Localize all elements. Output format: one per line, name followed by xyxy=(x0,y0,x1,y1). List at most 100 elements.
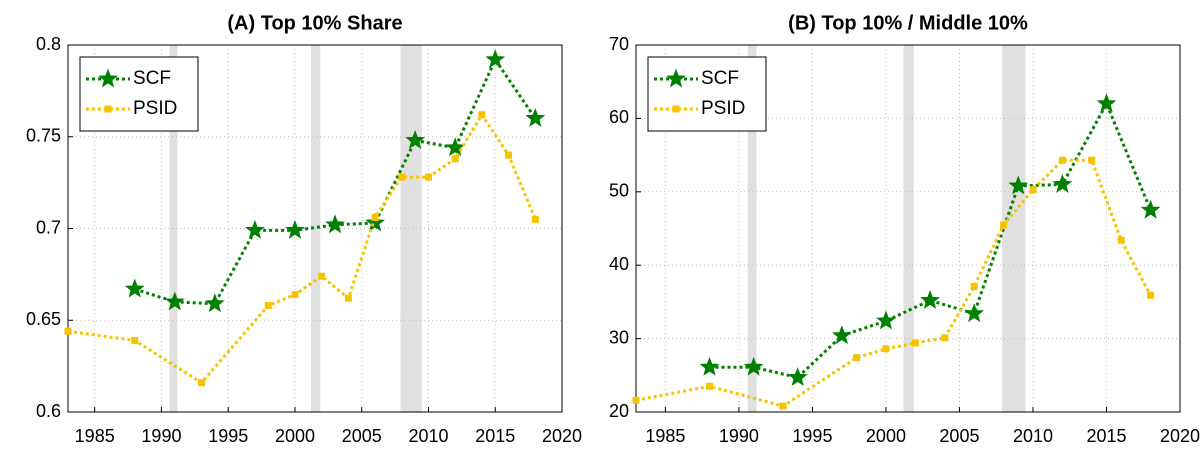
x-tick-label: 2015 xyxy=(1086,426,1126,446)
legend-marker xyxy=(672,105,680,113)
data-point xyxy=(941,334,949,342)
recession-band xyxy=(310,45,321,412)
data-point xyxy=(198,379,206,387)
legend-label: PSID xyxy=(133,98,177,119)
data-point xyxy=(1096,93,1117,113)
y-tick-label: 0.65 xyxy=(26,309,61,329)
recession-band xyxy=(903,45,914,412)
data-point xyxy=(124,278,145,298)
y-tick-label: 60 xyxy=(609,107,629,127)
chart-title: (A) Top 10% Share xyxy=(227,12,402,34)
y-tick-label: 0.75 xyxy=(26,126,61,146)
data-point xyxy=(478,111,486,119)
plot-frame xyxy=(67,44,563,413)
data-point xyxy=(424,173,432,181)
data-point xyxy=(1088,156,1096,164)
x-tick-label: 1985 xyxy=(645,426,685,446)
data-point xyxy=(1008,175,1029,195)
data-point xyxy=(920,290,940,309)
data-point xyxy=(451,155,459,163)
data-point xyxy=(706,382,714,390)
recession-band xyxy=(747,45,757,412)
data-point xyxy=(699,356,720,376)
data-point xyxy=(1052,174,1073,193)
data-point xyxy=(964,303,985,323)
data-point xyxy=(344,294,352,302)
x-tick-label: 2005 xyxy=(342,426,382,446)
legend-label: SCF xyxy=(701,68,739,89)
data-point xyxy=(853,354,861,362)
y-tick-label: 70 xyxy=(609,34,629,54)
y-tick-label: 0.7 xyxy=(36,217,61,237)
recession-band xyxy=(1002,45,1026,412)
data-point xyxy=(264,302,272,310)
data-point xyxy=(398,173,406,181)
data-point xyxy=(445,137,466,157)
data-point xyxy=(1147,291,1155,299)
data-point xyxy=(831,325,852,345)
recession-band xyxy=(400,45,422,412)
data-point xyxy=(245,219,265,239)
series-line xyxy=(67,111,537,385)
data-point xyxy=(876,310,896,330)
legend-marker xyxy=(98,68,118,88)
legend-box xyxy=(647,56,767,132)
data-point xyxy=(131,336,139,344)
y-tick-label: 0.6 xyxy=(36,401,61,421)
x-tick-label: 2000 xyxy=(275,426,315,446)
x-tick-label: 1990 xyxy=(141,426,181,446)
x-tick-label: 1985 xyxy=(75,426,115,446)
x-tick-label: 2020 xyxy=(1160,426,1200,446)
x-tick-label: 2000 xyxy=(866,426,906,446)
y-tick-label: 50 xyxy=(609,181,629,201)
x-tick-label: 2005 xyxy=(939,426,979,446)
data-point xyxy=(632,396,640,404)
data-point xyxy=(325,214,345,234)
legend-label: SCF xyxy=(133,68,171,89)
data-point xyxy=(164,291,185,311)
data-point xyxy=(1117,236,1125,244)
data-point xyxy=(911,339,919,347)
legend-box xyxy=(79,56,199,132)
data-point xyxy=(485,49,506,69)
legend-marker xyxy=(104,105,112,113)
data-point xyxy=(1000,221,1008,229)
data-point xyxy=(405,130,426,149)
chart-title: (B) Top 10% / Middle 10% xyxy=(788,12,1028,34)
data-point xyxy=(1140,199,1161,219)
y-tick-label: 0.8 xyxy=(36,34,61,54)
recession-band xyxy=(169,45,178,412)
data-point xyxy=(204,293,225,313)
x-tick-label: 2015 xyxy=(475,426,515,446)
x-tick-label: 2010 xyxy=(1013,426,1053,446)
data-point xyxy=(1029,186,1037,194)
series-line xyxy=(709,100,1152,380)
data-point xyxy=(285,219,305,239)
data-point xyxy=(970,282,978,290)
data-point xyxy=(779,402,787,410)
data-point xyxy=(525,107,546,127)
data-point xyxy=(64,327,72,335)
data-point xyxy=(318,272,326,280)
x-tick-label: 2010 xyxy=(408,426,448,446)
x-tick-label: 1995 xyxy=(792,426,832,446)
data-point xyxy=(531,215,539,223)
x-tick-label: 1990 xyxy=(719,426,759,446)
data-point xyxy=(743,356,764,376)
data-point xyxy=(365,212,385,232)
data-point xyxy=(371,213,379,221)
x-tick-label: 1995 xyxy=(208,426,248,446)
y-tick-label: 30 xyxy=(609,327,629,347)
data-point xyxy=(882,345,890,353)
data-point xyxy=(787,367,808,386)
legend-marker xyxy=(666,68,686,88)
plot-frame xyxy=(635,44,1181,413)
y-tick-label: 40 xyxy=(609,254,629,274)
y-tick-label: 20 xyxy=(609,401,629,421)
x-tick-label: 2020 xyxy=(542,426,582,446)
legend-label: PSID xyxy=(701,98,745,119)
data-point xyxy=(291,291,299,299)
data-point xyxy=(1058,156,1066,164)
data-point xyxy=(505,151,513,159)
